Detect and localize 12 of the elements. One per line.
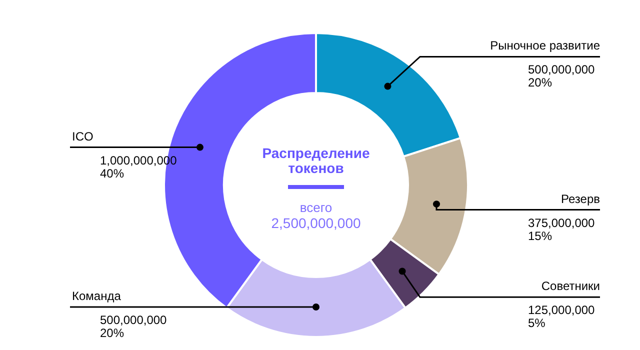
slice-label: Рыночное развитие — [490, 38, 600, 53]
data-label: 500,000,000 20% — [528, 62, 596, 90]
slice-label: ICO — [72, 129, 94, 144]
data-label: 125,000,000 5% — [528, 303, 596, 330]
slice-label: Команда — [72, 289, 122, 303]
text: Распределение токенов — [262, 145, 370, 176]
text: всего — [300, 200, 332, 215]
data-label: 500,000,000 20% — [100, 313, 168, 340]
slice-label: Советники — [541, 279, 600, 294]
text: 2,500,000,000 — [271, 215, 361, 231]
slice-label: Резерв — [561, 192, 600, 206]
data-label: 375,000,000 15% — [528, 216, 596, 243]
